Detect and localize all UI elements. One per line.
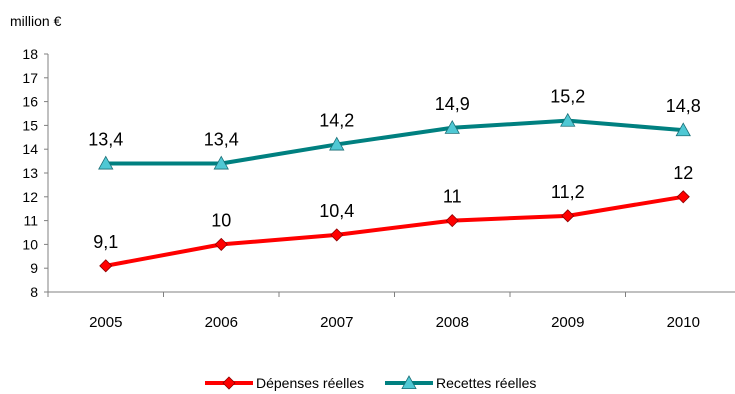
data-label: 11 xyxy=(443,187,462,207)
legend-item: Dépenses réelles xyxy=(205,375,364,391)
y-tick-label: 13 xyxy=(22,165,38,181)
data-point-marker xyxy=(99,259,113,273)
x-tick-label: 2006 xyxy=(205,314,238,331)
data-point-marker xyxy=(561,209,575,223)
x-tick-label: 2007 xyxy=(320,314,353,331)
series-depenses: 9,1 10 10,4 11 11,2 12 xyxy=(93,163,693,273)
series-recettes: 13,4 13,4 14,2 14,9 15,2 14,8 xyxy=(88,87,701,170)
y-tick-label: 9 xyxy=(30,260,38,276)
data-label: 13,4 xyxy=(204,129,239,149)
data-label: 13,4 xyxy=(88,129,123,149)
y-tick-label: 12 xyxy=(22,189,38,205)
data-label: 11,2 xyxy=(551,182,585,202)
legend-marker xyxy=(222,376,236,390)
data-label: 15,2 xyxy=(550,87,585,107)
data-label: 14,9 xyxy=(435,94,470,114)
x-axis-ticks: 2005 2006 2007 2008 2009 2010 xyxy=(47,292,700,331)
data-point-marker xyxy=(444,119,460,134)
series-line xyxy=(105,118,684,166)
data-point-marker xyxy=(675,122,691,137)
legend: Dépenses réelles Recettes réelles xyxy=(205,375,536,391)
data-label: 14,8 xyxy=(666,96,701,116)
data-label: 10,4 xyxy=(319,201,354,221)
legend-item: Recettes réelles xyxy=(385,375,536,391)
data-point-marker xyxy=(214,237,228,251)
y-tick-label: 14 xyxy=(22,141,38,157)
y-tick-label: 16 xyxy=(22,94,38,110)
y-axis-ticks: 8 9 10 11 12 13 14 15 16 17 18 xyxy=(22,46,48,300)
x-tick-label: 2010 xyxy=(667,314,700,331)
legend-label: Dépenses réelles xyxy=(256,375,364,391)
legend-marker xyxy=(401,375,417,390)
data-point-marker xyxy=(560,112,576,127)
data-point-marker xyxy=(676,190,690,204)
data-point-marker xyxy=(213,155,229,170)
data-label: 10 xyxy=(211,210,231,230)
data-label: 9,1 xyxy=(93,232,118,252)
data-label: 14,2 xyxy=(319,110,354,130)
y-tick-label: 15 xyxy=(22,117,38,133)
data-point-marker xyxy=(330,228,344,242)
series-layer: 9,1 10 10,4 11 11,2 12 13,4 13,4 14,2 14,9 15,2 14,… xyxy=(88,87,701,273)
x-tick-label: 2005 xyxy=(89,314,122,331)
data-label: 12 xyxy=(673,163,693,183)
y-axis-unit-label: million € xyxy=(10,13,62,29)
legend-label: Recettes réelles xyxy=(436,375,536,391)
x-tick-label: 2008 xyxy=(436,314,469,331)
y-tick-label: 8 xyxy=(30,284,38,300)
y-tick-label: 11 xyxy=(23,213,38,229)
y-tick-label: 17 xyxy=(22,70,38,86)
y-tick-label: 18 xyxy=(22,46,38,62)
data-point-marker xyxy=(329,136,345,151)
data-point-marker xyxy=(445,214,459,228)
data-point-marker xyxy=(98,155,114,170)
x-tick-label: 2009 xyxy=(551,314,584,331)
y-tick-label: 10 xyxy=(22,236,38,252)
series-line xyxy=(105,194,684,268)
